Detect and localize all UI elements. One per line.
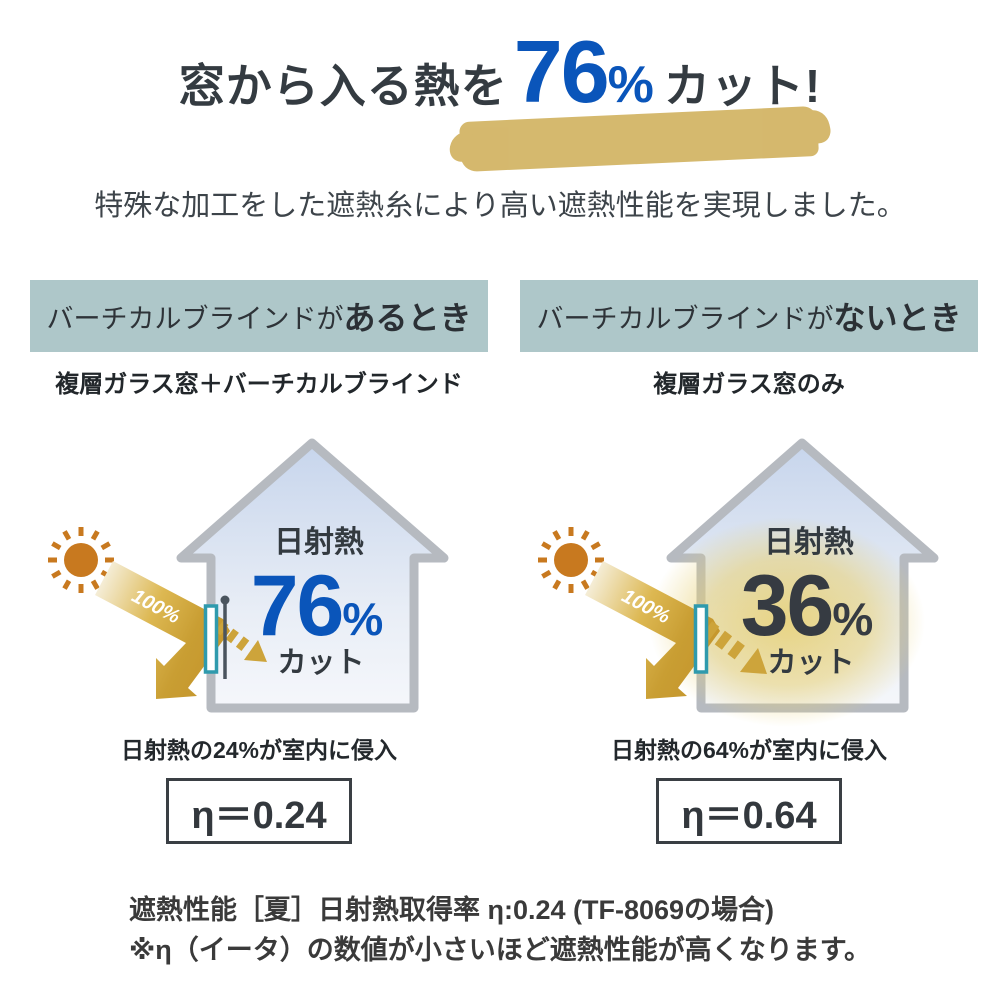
- house-illustration: 100% 日射熱 76% カット: [48, 438, 449, 713]
- footer-note-1: 遮熱性能［夏］日射熱取得率 η:0.24 (TF-8069の場合): [128, 895, 775, 925]
- header-normal-text: バーチカルブラインドが: [536, 303, 834, 334]
- sunlight-arrow-icon: [585, 561, 720, 699]
- eta-value-box: η＝0.24: [166, 778, 352, 844]
- config-label: 複層ガラス窓＋バーチカルブラインド: [55, 371, 463, 398]
- cut-percentage: 76%: [251, 558, 384, 654]
- intrusion-text: 日射熱の64%が室内に侵入: [610, 737, 888, 763]
- title-suffix: カット!: [663, 60, 822, 112]
- sun-icon: [538, 527, 604, 593]
- sunlight-arrow-icon: [95, 561, 230, 699]
- page-title: 窓から入る熱を 76 % カット!: [0, 22, 1000, 173]
- footer-notes: 遮熱性能［夏］日射熱取得率 η:0.24 (TF-8069の場合) ※η（イータ…: [0, 890, 1000, 970]
- header-bold-text: あるとき: [343, 300, 472, 336]
- panel-header-with: バーチカルブラインドが あるとき: [30, 280, 488, 352]
- heat-label: 日射熱: [764, 526, 854, 559]
- heat-label: 日射熱: [274, 526, 364, 559]
- header-normal-text: バーチカルブラインドが: [46, 303, 344, 334]
- header-bold-text: ないとき: [833, 300, 962, 336]
- title-prefix: 窓から入る熱を: [178, 60, 508, 112]
- subtitle: 特殊な加工をした遮熱糸により高い遮熱性能を実現しました。: [94, 190, 906, 222]
- panel-with-blind: バーチカルブラインドが あるとき 複層ガラス窓＋バーチカルブラインド: [30, 280, 488, 844]
- transmitted-heat-arrowhead-icon: [740, 648, 767, 674]
- cut-label: カット: [767, 647, 854, 679]
- panel-without-blind: バーチカルブラインドが ないとき 複層ガラス窓のみ: [520, 280, 978, 844]
- footer-note-2: ※η（イータ）の数値が小さいほど遮熱性能が高くなります。: [128, 935, 872, 965]
- house-diagram-with: 100% 日射熱 76% カット: [29, 430, 489, 730]
- window-icon: [693, 604, 709, 674]
- title-percent-value: 76: [513, 22, 610, 121]
- eta-value-box: η＝0.64: [656, 778, 842, 844]
- sun-icon: [48, 527, 114, 593]
- transmitted-heat-arrowhead-icon: [244, 640, 267, 662]
- intrusion-text: 日射熱の24%が室内に侵入: [120, 737, 398, 763]
- cut-percentage: 36%: [741, 558, 874, 654]
- transmitted-heat-arrow-icon: [701, 621, 749, 662]
- config-label: 複層ガラス窓のみ: [653, 371, 845, 398]
- house-illustration: 100% 日射熱 36% カット: [538, 438, 939, 727]
- panel-header-without: バーチカルブラインドが ないとき: [520, 280, 978, 352]
- blind-slat-top-icon: [220, 595, 230, 605]
- cut-label: カット: [277, 647, 364, 679]
- heat-glow: [649, 517, 925, 727]
- house-diagram-without: 100% 日射熱 36% カット: [519, 430, 979, 730]
- title-percent-unit: %: [607, 56, 654, 114]
- window-icon: [203, 604, 219, 674]
